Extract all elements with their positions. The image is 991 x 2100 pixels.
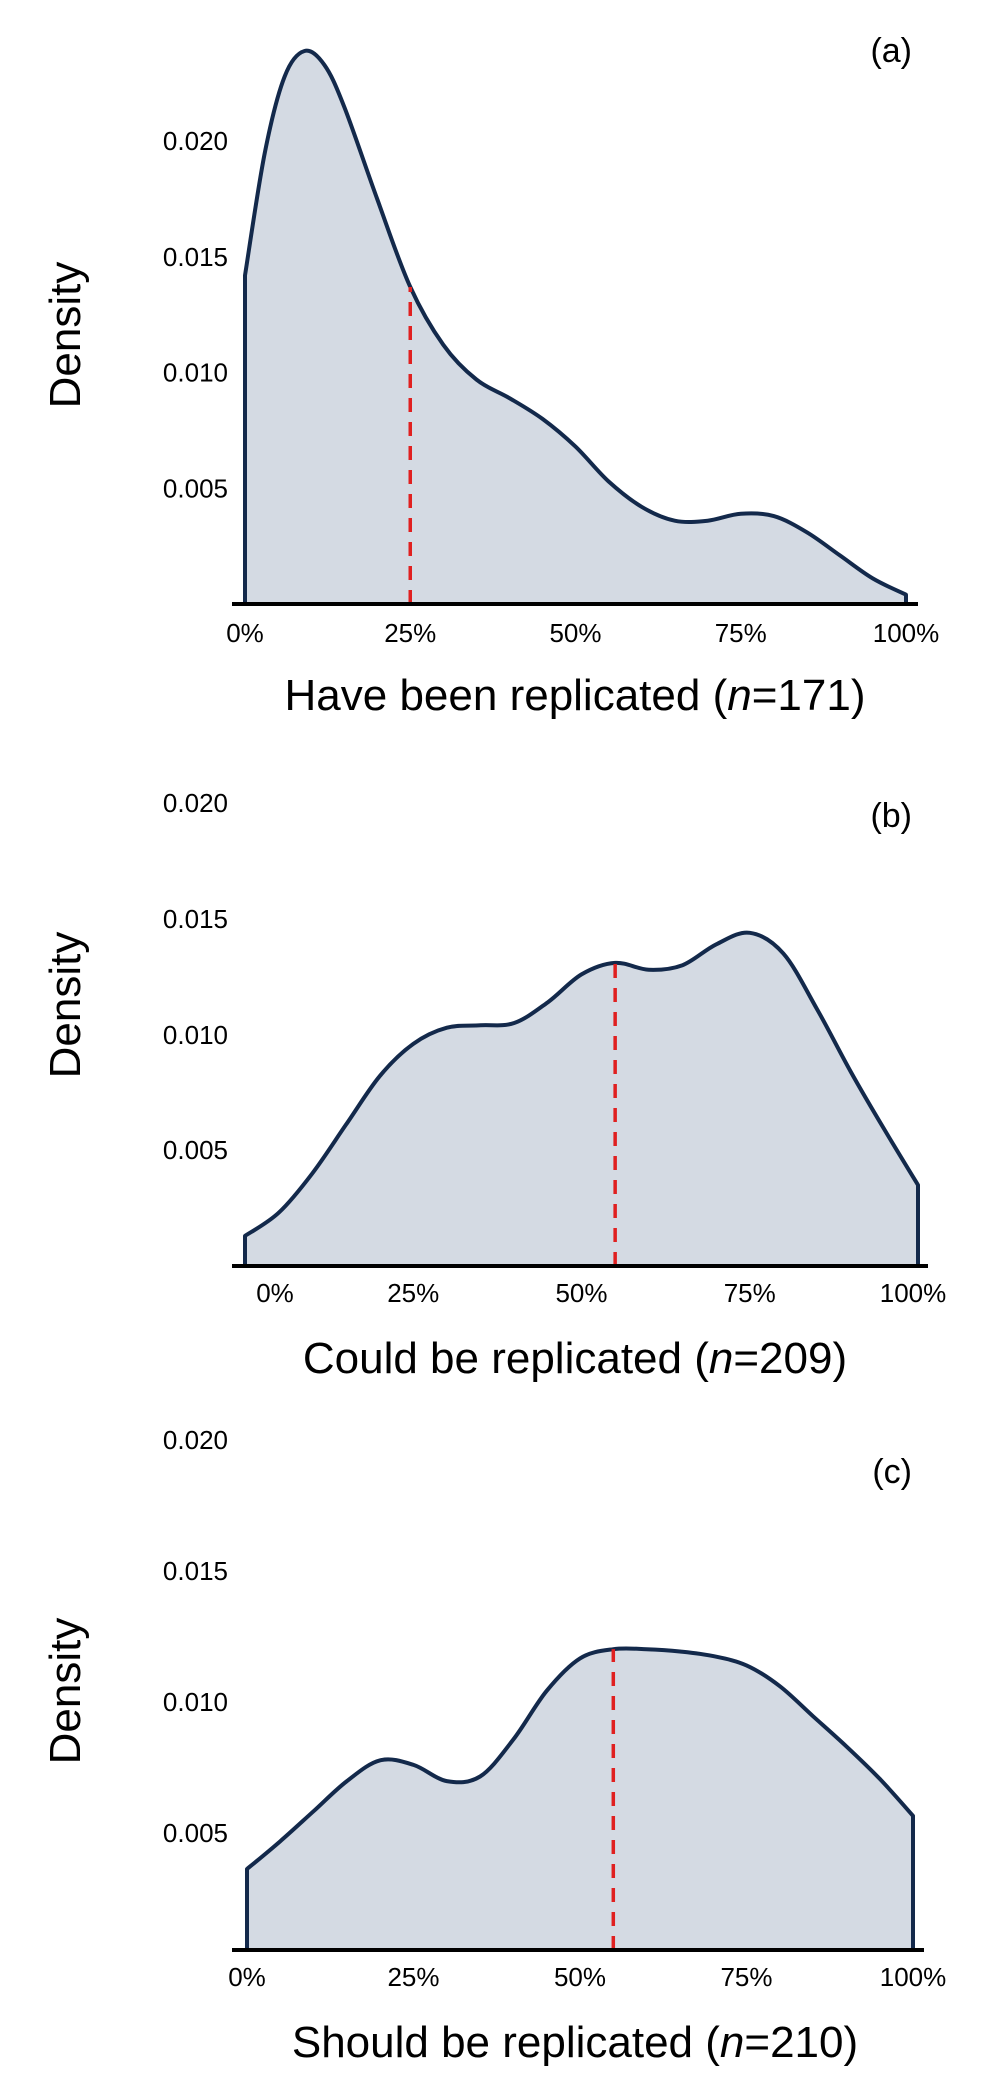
y-tick-label: 0.020 — [163, 126, 228, 156]
y-tick-label: 0.005 — [163, 473, 228, 503]
x-tick-label: 100% — [880, 1962, 947, 1992]
density-area — [245, 932, 918, 1266]
x-tick-label: 75% — [724, 1278, 776, 1308]
y-tick-label: 0.020 — [163, 1425, 228, 1455]
chart-panel-b: 0% 25% 50% 75% 100% 0.005 0.010 0.015 0.020 Densi… — [41, 788, 946, 1383]
y-tick-label: 0.015 — [163, 1556, 228, 1586]
y-tick-label: 0.010 — [163, 358, 228, 388]
y-tick-label: 0.010 — [163, 1020, 228, 1050]
x-tick-label: 50% — [555, 1278, 607, 1308]
x-tick-label: 25% — [384, 618, 436, 648]
density-curve — [243, 930, 920, 1266]
panel-label: (a) — [870, 32, 912, 70]
y-tick-label: 0.015 — [163, 242, 228, 272]
x-tick-label: 0% — [228, 1962, 266, 1992]
y-axis-label: Density — [41, 1618, 90, 1765]
x-tick-label: 75% — [715, 618, 767, 648]
x-tick-label: 50% — [549, 618, 601, 648]
y-tick-label: 0.020 — [163, 788, 228, 818]
density-area — [245, 50, 906, 604]
x-tick-label: 25% — [387, 1962, 439, 1992]
y-tick-label: 0.010 — [163, 1687, 228, 1717]
chart-panel-c: 0% 25% 50% 75% 100% 0.005 0.010 0.015 0.020 Densi… — [41, 1425, 946, 2067]
density-curve — [243, 48, 908, 604]
y-tick-label: 0.005 — [163, 1818, 228, 1848]
chart-panel-a: 0% 25% 50% 75% 100% 0.005 0.010 0.015 0.020 Densi… — [41, 32, 939, 720]
x-axis-label: Should be replicated (n=210) — [292, 2018, 858, 2067]
x-tick-label: 0% — [226, 618, 264, 648]
x-tick-label: 50% — [554, 1962, 606, 1992]
y-axis-label: Density — [41, 932, 90, 1079]
panel-label: (c) — [872, 1453, 912, 1491]
x-tick-label: 100% — [880, 1278, 947, 1308]
y-tick-label: 0.005 — [163, 1135, 228, 1165]
x-tick-label: 0% — [256, 1278, 294, 1308]
density-curve — [245, 1646, 915, 1950]
x-axis-label: Could be replicated (n=209) — [303, 1334, 847, 1383]
x-tick-label: 100% — [873, 618, 940, 648]
x-tick-label: 75% — [720, 1962, 772, 1992]
x-tick-label: 25% — [387, 1278, 439, 1308]
density-area — [247, 1648, 913, 1950]
panel-label: (b) — [870, 797, 912, 835]
x-axis-label: Have been replicated (n=171) — [285, 671, 866, 720]
y-tick-label: 0.015 — [163, 904, 228, 934]
y-axis-label: Density — [41, 262, 90, 409]
